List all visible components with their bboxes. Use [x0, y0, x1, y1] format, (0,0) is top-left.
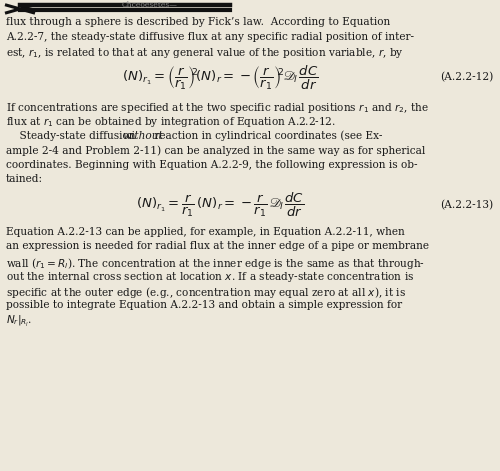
- Text: tained:: tained:: [6, 174, 43, 184]
- Text: specific at the outer edge (e.g., concentration may equal zero at all $x$), it i: specific at the outer edge (e.g., concen…: [6, 285, 406, 300]
- Text: ample 2-4 and Problem 2-11) can be analyzed in the same way as for spherical: ample 2-4 and Problem 2-11) can be analy…: [6, 145, 426, 156]
- Text: $N_r|_{R_l}$.: $N_r|_{R_l}$.: [6, 314, 32, 329]
- Text: flux through a sphere is described by Fick’s law.  According to Equation: flux through a sphere is described by Fi…: [6, 17, 390, 27]
- Text: If concentrations are specified at the two specific radial positions $r_1$ and $: If concentrations are specified at the t…: [6, 101, 429, 115]
- Text: coordinates. Beginning with Equation A.2.2-9, the following expression is ob-: coordinates. Beginning with Equation A.2…: [6, 160, 418, 170]
- Text: A.2.2-7, the steady-state diffusive flux at any specific radial position of inte: A.2.2-7, the steady-state diffusive flux…: [6, 32, 414, 41]
- Text: flux at $r_1$ can be obtained by integration of Equation A.2.2-12.: flux at $r_1$ can be obtained by integra…: [6, 115, 336, 129]
- Text: possible to integrate Equation A.2.2-13 and obtain a simple expression for: possible to integrate Equation A.2.2-13 …: [6, 300, 402, 309]
- Text: $(N)_{r_1} = \left(\dfrac{r}{r_1}\right)^{\!\!2}\!(N)_r = -\left(\dfrac{r}{r_1}\: $(N)_{r_1} = \left(\dfrac{r}{r_1}\right)…: [122, 63, 318, 91]
- Text: $(N)_{r_1} = \dfrac{r}{r_1}\,(N)_r = -\dfrac{r}{r_1}\,\mathscr{D}_{\!l}\,\dfrac{: $(N)_{r_1} = \dfrac{r}{r_1}\,(N)_r = -\d…: [136, 191, 304, 219]
- Text: Equation A.2.2-13 can be applied, for example, in Equation A.2.2-11, when: Equation A.2.2-13 can be applied, for ex…: [6, 227, 405, 237]
- Text: an expression is needed for radial flux at the inner edge of a pipe or membrane: an expression is needed for radial flux …: [6, 241, 429, 252]
- Text: (A.2.2-13): (A.2.2-13): [440, 200, 493, 210]
- Text: Steady-state diffusion: Steady-state diffusion: [6, 130, 139, 140]
- Text: wall ($r_1 = R_l$). The concentration at the inner edge is the same as that thro: wall ($r_1 = R_l$). The concentration at…: [6, 256, 425, 271]
- Text: out the internal cross section at location $x$. If a steady-state concentration : out the internal cross section at locati…: [6, 270, 414, 284]
- Text: est, $r_1$, is related to that at any general value of the position variable, $r: est, $r_1$, is related to that at any ge…: [6, 46, 404, 60]
- Text: without: without: [122, 130, 163, 140]
- Text: (A.2.2-12): (A.2.2-12): [440, 72, 493, 82]
- Text: Chceoesetes—: Chceoesetes—: [122, 1, 178, 9]
- Text: reaction in cylindrical coordinates (see Ex-: reaction in cylindrical coordinates (see…: [150, 130, 382, 141]
